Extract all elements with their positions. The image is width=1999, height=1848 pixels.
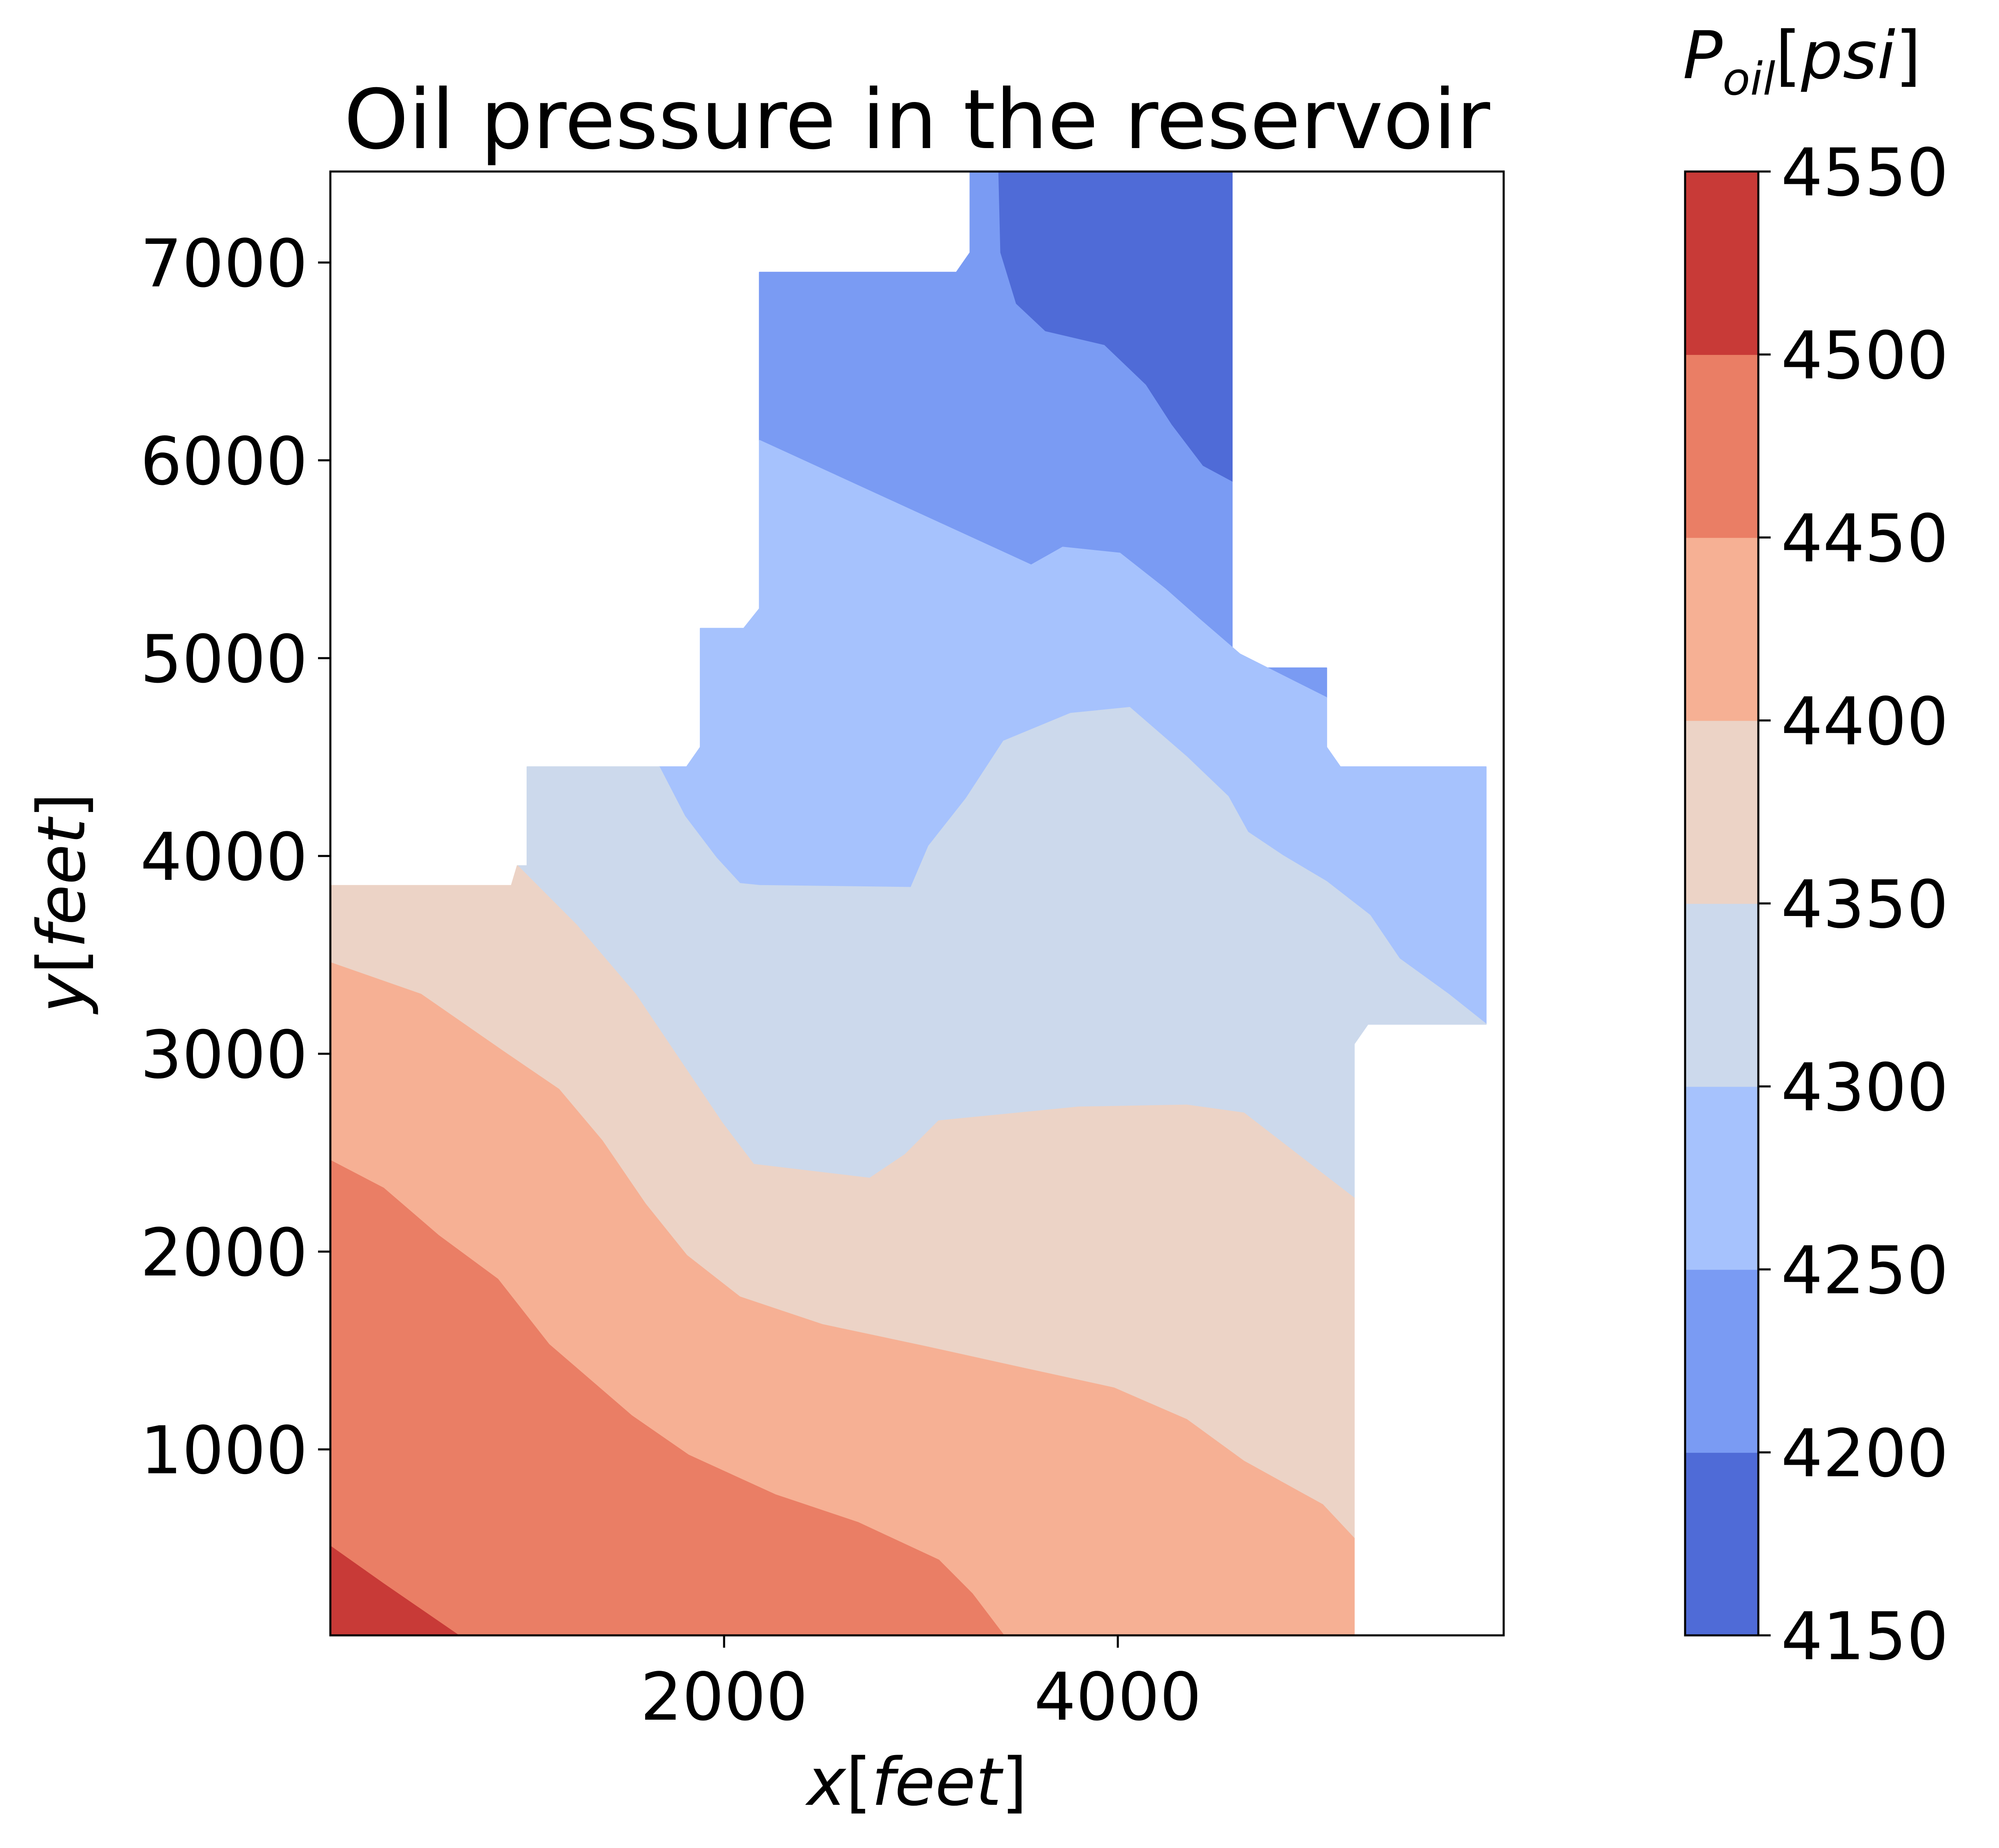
contour-regions — [330, 171, 1487, 1636]
y-axis-label-unit: feet — [23, 816, 100, 948]
y-tick-label: 2000 — [140, 1214, 308, 1291]
colorbar-tick-label: 4200 — [1781, 1415, 1948, 1492]
y-tick-label: 1000 — [140, 1412, 308, 1489]
colorbar-title: Poil[psi] — [1683, 17, 1921, 105]
x-axis-label: x[feet] — [805, 1744, 1027, 1820]
axes-frame — [329, 170, 1505, 1637]
x-tick-label: 4000 — [1034, 1658, 1202, 1735]
x-axis-label-unit: feet — [871, 1744, 1003, 1820]
x-axis-label-var: x — [805, 1744, 847, 1820]
y-axis-label: y[feet] — [23, 793, 100, 1014]
colorbar-tick-label: 4450 — [1781, 500, 1948, 577]
colorbar — [1685, 172, 1758, 1636]
x-tick-label: 2000 — [640, 1658, 808, 1735]
colorbar-band-4200-4250 — [1685, 1269, 1758, 1453]
colorbar-title-unit: psi — [1801, 17, 1895, 94]
colorbar-band-4350-4400 — [1685, 720, 1758, 904]
colorbar-band-4150-4200 — [1685, 1452, 1758, 1636]
colorbar-band-4300-4350 — [1685, 903, 1758, 1087]
y-tick-label: 6000 — [140, 423, 308, 500]
y-tick-label: 4000 — [140, 818, 308, 895]
y-axis-ticks: 1000 2000 3000 4000 5000 6000 7000 — [140, 225, 330, 1489]
colorbar-tick-label: 4300 — [1781, 1049, 1948, 1126]
colorbar-band-4250-4300 — [1685, 1086, 1758, 1270]
colorbar-band-4400-4450 — [1685, 537, 1758, 721]
x-axis-ticks: 2000 4000 — [640, 1635, 1202, 1735]
colorbar-title-var: P — [1683, 17, 1723, 94]
colorbar-tick-label: 4350 — [1781, 866, 1948, 943]
y-axis-label-var: y — [23, 973, 100, 1015]
colorbar-tick-label: 4250 — [1781, 1232, 1948, 1309]
y-tick-label: 5000 — [140, 621, 308, 698]
colorbar-tick-label: 4550 — [1781, 134, 1948, 211]
colorbar-ticks: 4150 4200 4250 4300 4350 4400 4450 4500 4550 — [1758, 134, 1948, 1675]
y-tick-label: 3000 — [140, 1016, 308, 1093]
y-tick-label: 7000 — [140, 225, 308, 302]
colorbar-title-sub: oil — [1723, 53, 1776, 105]
chart-title: Oil pressure in the reservoir — [344, 72, 1491, 168]
colorbar-tick-label: 4500 — [1781, 317, 1948, 394]
colorbar-band-4450-4500 — [1685, 354, 1758, 538]
colorbar-tick-label: 4150 — [1781, 1598, 1948, 1675]
colorbar-tick-label: 4400 — [1781, 683, 1948, 760]
colorbar-band-4500-4550 — [1685, 172, 1758, 355]
